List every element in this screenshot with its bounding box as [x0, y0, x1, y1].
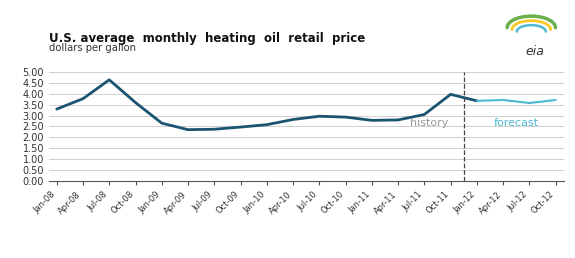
Text: U.S. average  monthly  heating  oil  retail  price: U.S. average monthly heating oil retail …	[49, 32, 365, 45]
Text: history: history	[411, 118, 448, 127]
Text: eia: eia	[526, 45, 544, 58]
Text: forecast: forecast	[494, 118, 539, 127]
Text: dollars per gallon: dollars per gallon	[49, 43, 136, 53]
